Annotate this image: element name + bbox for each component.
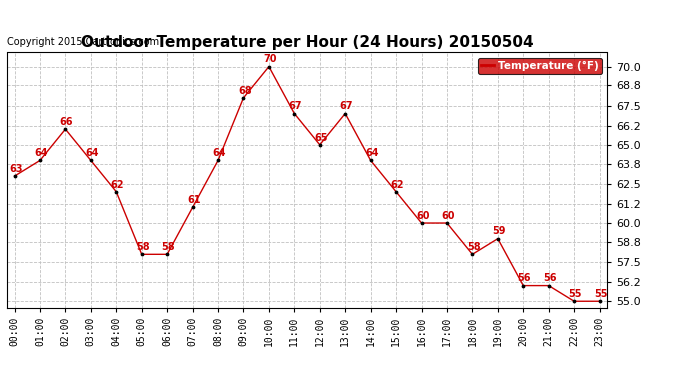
Text: 67: 67 <box>289 101 302 111</box>
Text: 67: 67 <box>339 101 353 111</box>
Text: 60: 60 <box>416 211 429 221</box>
Title: Outdoor Temperature per Hour (24 Hours) 20150504: Outdoor Temperature per Hour (24 Hours) … <box>81 35 533 50</box>
Text: 59: 59 <box>492 226 506 237</box>
Text: 56: 56 <box>518 273 531 284</box>
Legend: Temperature (°F): Temperature (°F) <box>478 58 602 74</box>
Text: 58: 58 <box>161 242 175 252</box>
Text: 65: 65 <box>314 133 328 142</box>
Text: 58: 58 <box>467 242 480 252</box>
Text: 64: 64 <box>365 148 379 158</box>
Text: 66: 66 <box>60 117 73 127</box>
Text: 55: 55 <box>569 289 582 299</box>
Text: Copyright 2015 Cartronics.com: Copyright 2015 Cartronics.com <box>7 38 159 47</box>
Text: 63: 63 <box>9 164 23 174</box>
Text: 64: 64 <box>213 148 226 158</box>
Text: 60: 60 <box>442 211 455 221</box>
Text: 70: 70 <box>264 54 277 64</box>
Text: 58: 58 <box>136 242 150 252</box>
Text: 61: 61 <box>187 195 201 205</box>
Text: 56: 56 <box>543 273 557 284</box>
Text: 55: 55 <box>594 289 607 299</box>
Text: 64: 64 <box>34 148 48 158</box>
Text: 62: 62 <box>391 180 404 190</box>
Text: 62: 62 <box>110 180 124 190</box>
Text: 64: 64 <box>86 148 99 158</box>
Text: 68: 68 <box>238 86 252 96</box>
